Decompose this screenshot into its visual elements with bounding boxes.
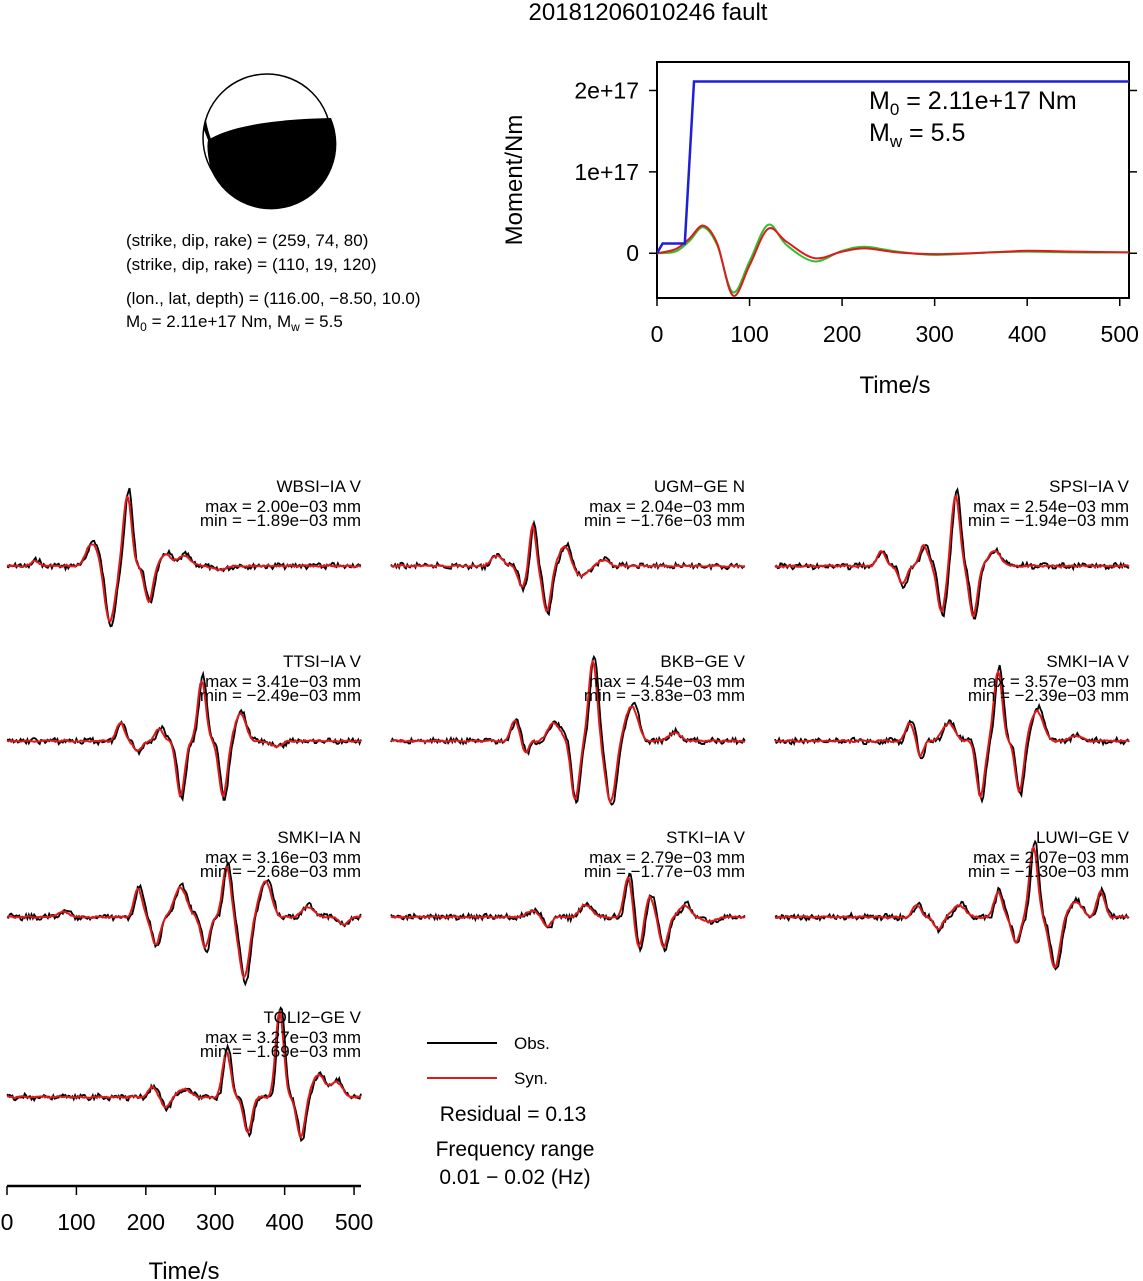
x-tick-label: 100 xyxy=(57,1209,95,1235)
obs-trace xyxy=(774,486,1130,620)
syn-trace xyxy=(6,865,362,980)
station-max: max = 2.00e−03 mm xyxy=(205,497,361,516)
y-tick-label: 2e+17 xyxy=(574,77,639,103)
station-min: min = −1.77e−03 mm xyxy=(584,862,745,881)
station-label: SMKI−IA N xyxy=(277,828,361,847)
station-label: LUWI−GE V xyxy=(1036,828,1130,847)
waveform-time-axis: 0 100 200 300 400 500 Time/s xyxy=(1,1184,373,1281)
x-tick-label: 0 xyxy=(651,321,664,347)
syn-trace xyxy=(390,876,746,950)
x-tick-label: 500 xyxy=(335,1209,373,1235)
syn-trace xyxy=(775,494,1130,618)
location-text: (lon., lat, depth) = (116.00, −8.50, 10.… xyxy=(126,289,421,308)
station-max: max = 2.79e−03 mm xyxy=(589,848,745,867)
syn-trace xyxy=(774,669,1130,800)
x-tick-label: 0 xyxy=(1,1209,14,1235)
x-tick-label: 500 xyxy=(1101,321,1139,347)
plane2-text: (strike, dip, rake) = (110, 19, 120) xyxy=(126,255,377,274)
y-tick-label: 1e+17 xyxy=(574,159,639,185)
station-min: min = −1.94e−03 mm xyxy=(968,511,1129,530)
station-min: min = −3.83e−03 mm xyxy=(584,686,745,705)
station-label: UGM−GE N xyxy=(654,477,745,496)
station-min: min = −2.68e−03 mm xyxy=(200,862,361,881)
syn-trace xyxy=(390,522,745,613)
x-tick-label: 200 xyxy=(127,1209,165,1235)
obs-trace xyxy=(390,519,746,617)
legend: Obs. Syn. xyxy=(427,1034,550,1088)
x-axis-label: Time/s xyxy=(148,1258,219,1281)
station-max: max = 2.54e−03 mm xyxy=(973,497,1129,516)
station-min: min = −1.76e−03 mm xyxy=(584,511,745,530)
legend-obs-label: Obs. xyxy=(514,1034,550,1053)
station-label: TOLI2−GE V xyxy=(264,1008,362,1027)
syn-trace xyxy=(6,1008,362,1139)
syn-trace xyxy=(391,659,746,804)
station-max: max = 3.57e−03 mm xyxy=(973,672,1129,691)
station-max: max = 2.04e−03 mm xyxy=(589,497,745,516)
figure-title: 20181206010246 fault xyxy=(529,0,768,26)
x-tick-label: 300 xyxy=(196,1209,234,1235)
x-tick-label: 100 xyxy=(730,321,768,347)
m0-annotation: M0 = 2.11e+17 Nm xyxy=(869,87,1077,119)
freq-label: Frequency range xyxy=(436,1138,595,1161)
x-axis-label: Time/s xyxy=(859,372,930,399)
x-tick-label: 200 xyxy=(823,321,861,347)
station-min: min = −2.39e−03 mm xyxy=(968,686,1129,705)
station-label: WBSI−IA V xyxy=(276,477,361,496)
cumulative-moment-line xyxy=(657,80,1129,254)
station-max: max = 4.54e−03 mm xyxy=(589,672,745,691)
moment-text: M0 = 2.11e+17 Nm, Mw = 5.5 xyxy=(126,312,343,334)
station-max: max = 3.41e−03 mm xyxy=(205,672,361,691)
residual-text: Residual = 0.13 xyxy=(440,1103,587,1126)
y-tick-label: 0 xyxy=(626,240,639,266)
moment-plot: 0 1e+17 2e+17 0 100 200 300 400 500 Time/s Moment/… xyxy=(501,61,1139,399)
station-label: TTSI−IA V xyxy=(283,652,362,671)
legend-syn-label: Syn. xyxy=(514,1069,548,1088)
obs-trace xyxy=(390,872,746,954)
moment-rate-red-line xyxy=(657,224,1129,297)
station-min: min = −2.49e−03 mm xyxy=(200,686,361,705)
syn-trace xyxy=(6,680,362,798)
plane1-text: (strike, dip, rake) = (259, 74, 80) xyxy=(126,231,368,250)
beachball-icon xyxy=(202,73,337,210)
station-min: min = −1.30e−03 mm xyxy=(968,862,1129,881)
freq-value: 0.01 − 0.02 (Hz) xyxy=(439,1166,590,1189)
x-tick-label: 400 xyxy=(265,1209,303,1235)
station-max: max = 3.16e−03 mm xyxy=(205,848,361,867)
station-min: min = −1.89e−03 mm xyxy=(200,511,361,530)
station-min: min = −1.69e−03 mm xyxy=(200,1042,361,1061)
station-label: BKB−GE V xyxy=(660,652,745,671)
station-max: max = 2.07e−03 mm xyxy=(973,848,1129,867)
fault-info: (strike, dip, rake) = (259, 74, 80) (str… xyxy=(126,231,421,334)
obs-trace xyxy=(6,862,362,987)
moment-plot-frame xyxy=(656,61,1130,299)
syn-trace xyxy=(6,494,362,623)
station-label: SPSI−IA V xyxy=(1049,477,1130,496)
station-max: max = 3.27e−03 mm xyxy=(205,1028,361,1047)
x-tick-label: 300 xyxy=(915,321,953,347)
station-label: SMKI−IA V xyxy=(1046,652,1129,671)
x-tick-label: 400 xyxy=(1008,321,1046,347)
y-axis-label: Moment/Nm xyxy=(501,115,528,246)
station-label: STKI−IA V xyxy=(666,828,746,847)
mw-annotation: Mw = 5.5 xyxy=(869,119,965,151)
syn-trace xyxy=(774,845,1130,969)
